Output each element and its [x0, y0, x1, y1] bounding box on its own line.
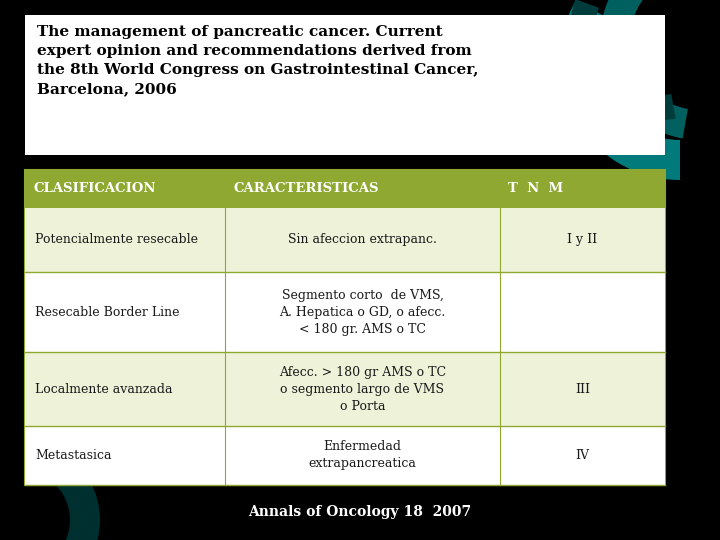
FancyBboxPatch shape: [25, 272, 665, 353]
Wedge shape: [570, 0, 675, 120]
Text: CLASIFICACION: CLASIFICACION: [33, 183, 156, 195]
FancyBboxPatch shape: [25, 353, 665, 426]
Text: Potencialmente resecable: Potencialmente resecable: [35, 233, 198, 246]
Text: CARACTERISTICAS: CARACTERISTICAS: [233, 183, 379, 195]
FancyBboxPatch shape: [25, 15, 665, 155]
Text: T  N  M: T N M: [508, 183, 563, 195]
FancyBboxPatch shape: [25, 170, 665, 485]
Text: Metastasica: Metastasica: [35, 449, 112, 462]
Text: Afecc. > 180 gr AMS o TC
o segmento largo de VMS
o Porta: Afecc. > 180 gr AMS o TC o segmento larg…: [279, 366, 446, 413]
FancyBboxPatch shape: [25, 170, 665, 208]
Text: Enfermedad
extrapancreatica: Enfermedad extrapancreatica: [309, 440, 416, 470]
Text: The management of pancreatic cancer. Current
expert opinion and recommendations : The management of pancreatic cancer. Cur…: [37, 25, 479, 96]
Wedge shape: [45, 451, 100, 540]
Text: IV: IV: [575, 449, 590, 462]
Wedge shape: [560, 0, 680, 180]
Text: Segmento corto  de VMS,
A. Hepatica o GD, o afecc.
< 180 gr. AMS o TC: Segmento corto de VMS, A. Hepatica o GD,…: [279, 289, 446, 336]
Text: Annals of Oncology 18  2007: Annals of Oncology 18 2007: [248, 505, 472, 519]
Wedge shape: [600, 0, 688, 138]
Text: Localmente avanzada: Localmente avanzada: [35, 382, 173, 395]
Text: III: III: [575, 382, 590, 395]
FancyBboxPatch shape: [25, 208, 665, 272]
Text: Resecable Border Line: Resecable Border Line: [35, 306, 179, 319]
Text: Sin afeccion extrapanc.: Sin afeccion extrapanc.: [288, 233, 437, 246]
Text: I y II: I y II: [567, 233, 598, 246]
FancyBboxPatch shape: [25, 426, 665, 485]
